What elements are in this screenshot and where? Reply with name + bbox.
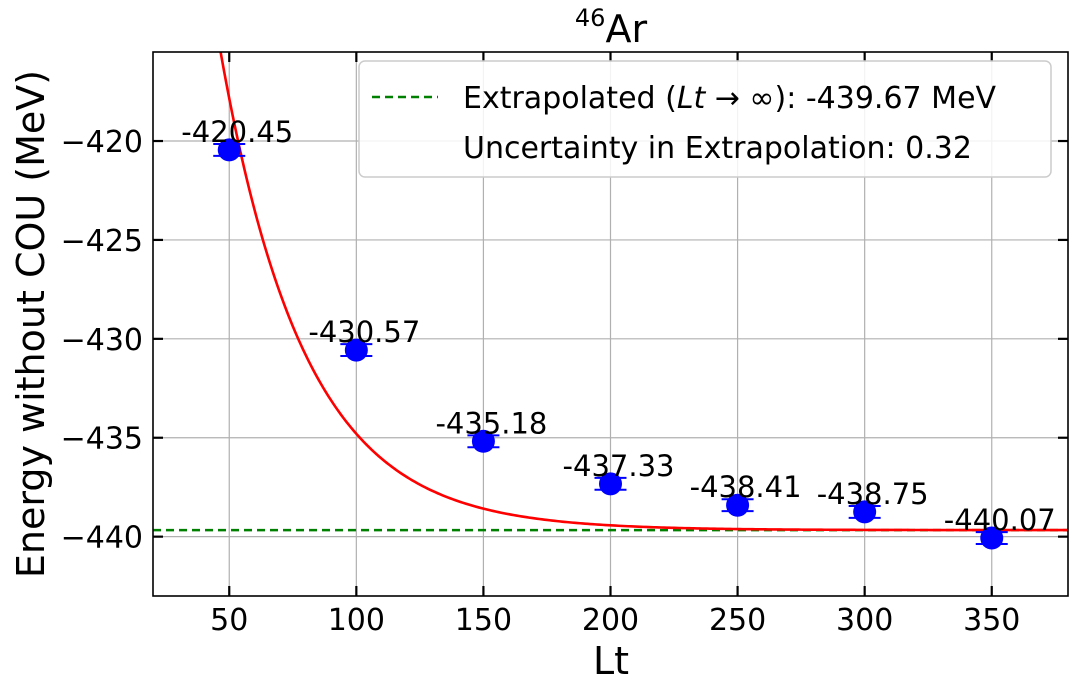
- data-point: [344, 338, 368, 362]
- data-point: [471, 429, 495, 453]
- axis-ticks: 50 100 150 200 250 300 350 −420 −425 −430 −435 −440: [61, 52, 1068, 638]
- data-value-label: -440.07: [944, 503, 1056, 537]
- y-tick-label: −440: [61, 521, 143, 556]
- title-base: Ar: [605, 7, 647, 51]
- data-point: [599, 472, 622, 496]
- data-value-label: -420.45: [181, 115, 293, 149]
- legend-box: [358, 60, 1052, 178]
- legend-entry1-suffix: ): -439.67 MeV: [775, 81, 997, 116]
- data-points-layer: [213, 138, 1008, 550]
- fit-curve-layer: [219, 52, 1068, 532]
- x-tick-label: 300: [836, 603, 893, 638]
- chart-title: 46Ar: [575, 4, 648, 51]
- x-tick-label: 100: [328, 603, 385, 638]
- title-superscript: 46: [575, 4, 606, 32]
- y-tick-label: −435: [61, 422, 143, 457]
- data-labels-layer: -420.45 -430.57 -435.18 -437.33 -438.41 -438.…: [181, 115, 1055, 537]
- fit-curve: [219, 52, 1068, 532]
- data-point: [726, 493, 750, 517]
- x-tick-label: 150: [455, 603, 512, 638]
- data-value-label: -438.75: [817, 477, 929, 511]
- x-tick-label: 50: [210, 603, 248, 638]
- data-value-label: -430.57: [308, 315, 420, 349]
- y-tick-label: −430: [61, 323, 143, 358]
- legend-entry-extrapolated: Extrapolated (Lt → ∞): -439.67 MeV: [463, 81, 997, 116]
- legend-entry1-math: Lt: [677, 81, 707, 116]
- legend-entry1-arrow: → ∞: [705, 81, 774, 116]
- y-tick-label: −425: [61, 224, 143, 259]
- y-tick-label: −420: [61, 125, 143, 160]
- legend: Extrapolated (Lt → ∞): -439.67 MeV Uncer…: [358, 60, 1052, 178]
- data-point: [217, 138, 241, 162]
- x-tick-label: 250: [709, 603, 766, 638]
- y-axis-label: Energy without COU (MeV): [9, 70, 53, 578]
- data-point: [980, 526, 1004, 550]
- x-tick-label: 200: [582, 603, 639, 638]
- legend-entry1-prefix: Extrapolated (: [463, 81, 677, 116]
- data-value-label: -435.18: [435, 406, 547, 440]
- data-value-label: -437.33: [563, 449, 675, 483]
- data-value-label: -438.41: [690, 470, 802, 504]
- x-tick-label: 350: [963, 603, 1020, 638]
- data-point: [853, 500, 877, 524]
- x-axis-label: Lt: [593, 639, 629, 683]
- legend-entry-uncertainty: Uncertainty in Extrapolation: 0.32: [463, 131, 972, 166]
